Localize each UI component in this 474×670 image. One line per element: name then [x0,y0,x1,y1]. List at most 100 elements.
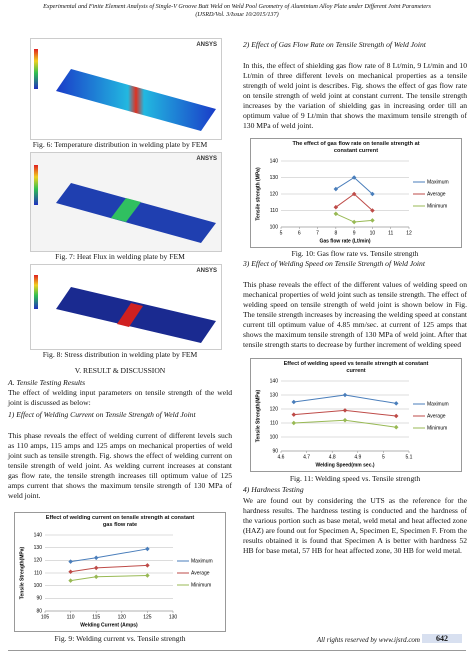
fem-image: ANSYS [30,152,222,252]
x-tick-label: 8 [334,230,337,236]
paragraph: This phase reveals the effect of the dif… [243,280,467,349]
fem-image: ANSYS [30,38,222,140]
data-point [370,208,375,213]
page-number: 642 [422,634,462,643]
data-point [342,392,348,398]
data-point [393,401,399,406]
y-axis-label: Tensile Strength(MPa) [255,389,261,442]
y-tick-label: 120 [270,406,279,412]
legend-label: Minimum [427,203,447,209]
legend-label: Maximum [427,401,449,407]
weld-zone [111,198,141,222]
data-point [342,417,348,423]
header-issue: (IJSRD/Vol. 3/Issue 10/2015/137) [195,11,279,18]
x-tick-label: 115 [92,614,100,620]
header-title: Experimental and Finite Element Analysis… [43,3,431,10]
figure-caption: Fig. 10: Gas flow rate vs. Tensile stren… [291,249,419,258]
data-point [145,563,150,568]
footer-rights: All rights reserved by www.ijsrd.com [316,636,420,644]
x-tick-label: 12 [406,230,412,236]
logo: ANSYS [196,156,217,162]
data-point [145,546,150,552]
paragraph: The effect of welding input parameters o… [8,388,232,407]
legend-label: Average [427,191,446,197]
plot: 80 90 100 110 120 130 140 105 110 115 120 125 130 Wel… [19,532,212,628]
x-tick-label: 7 [316,230,319,236]
x-tick-label: 4.6 [278,454,285,460]
x-tick-label: 11 [388,230,393,236]
y-tick-label: 130 [270,175,279,181]
plate [56,69,216,131]
data-point [68,559,73,564]
data-point [93,565,99,571]
legend-bar [34,49,38,89]
y-tick-label: 130 [34,545,43,551]
series-line [335,176,373,195]
y-tick-label: 120 [270,191,279,197]
y-tick-label: 140 [34,532,43,538]
data-point [291,420,297,426]
y-tick-label: 140 [270,378,279,384]
data-point [351,219,357,225]
x-tick-label: 4.7 [303,454,310,460]
data-point [370,191,375,197]
figure-caption: Fig. 8: Stress distribution in welding p… [42,350,198,359]
data-point [93,555,99,561]
legend-bar [34,165,38,205]
data-point [68,569,73,574]
y-tick-label: 100 [34,583,43,589]
data-point [393,413,399,419]
legend-label: Maximum [427,179,449,185]
data-point [68,578,73,583]
footer-rule [8,650,466,651]
item-heading: 3) Effect of Welding Speed on Tensile St… [243,259,425,268]
x-axis-label: Gas flow rate (Lt/min) [319,238,370,244]
y-tick-label: 110 [34,570,42,576]
plot: 100 110 120 130 140 5 6 7 8 9 10 11 12 Gas flow rate … [255,158,449,244]
logo: ANSYS [196,42,217,48]
data-point [291,412,297,417]
item-heading: 4) Hardness Testing [243,485,304,494]
figure-caption: Fig. 11: Welding speed vs. Tensile stren… [289,474,421,483]
plate [56,183,216,243]
x-axis-label: Welding Speed(mm sec.) [315,462,374,468]
legend-label: Minimum [191,582,211,588]
figure-caption: Fig. 6: Temperature distribution in weld… [32,140,208,149]
y-axis-label: Tensile Strength(MPa) [19,546,25,599]
series-line [335,193,373,211]
y-tick-label: 110 [270,420,278,426]
x-tick-label: 120 [118,614,127,620]
data-point [333,211,339,217]
weld-zone [117,303,143,327]
x-tick-label: 4.8 [329,454,336,460]
legend-bar [34,275,38,309]
x-tick-label: 5 [382,454,385,460]
subsection-heading: A. Tensile Testing Results [8,378,86,387]
x-tick-label: 125 [143,614,152,620]
x-tick-label: 5.1 [406,454,413,460]
y-tick-label: 120 [34,558,43,564]
y-tick-label: 110 [270,208,278,214]
x-tick-label: 10 [370,230,376,236]
data-point [370,218,375,223]
y-tick-label: 140 [270,158,279,164]
series-line [70,575,148,582]
series-line [70,564,148,573]
y-tick-label: 100 [270,434,279,440]
legend-label: Average [427,413,446,419]
item-heading: 1) Effect of Welding Current on Tensile … [8,410,196,419]
paragraph: We are found out by considering the UTS … [243,496,467,555]
chart: Effect of welding current on tensile str… [14,512,226,632]
series-line [70,548,148,563]
paragraph: In this, the effect of shielding gas flo… [243,61,467,130]
x-tick-label: 110 [67,614,75,620]
x-tick-label: 5 [280,230,283,236]
y-tick-label: 100 [270,224,279,230]
paragraph: This phase reveals the effect of welding… [8,431,232,500]
figure-caption: Fig. 7: Heat Flux in welding plate by FE… [55,252,185,261]
y-tick-label: 90 [36,596,42,602]
figure-caption: Fig. 9: Welding current vs. Tensile stre… [54,634,186,643]
x-tick-label: 130 [169,614,178,620]
y-tick-label: 130 [270,392,279,398]
